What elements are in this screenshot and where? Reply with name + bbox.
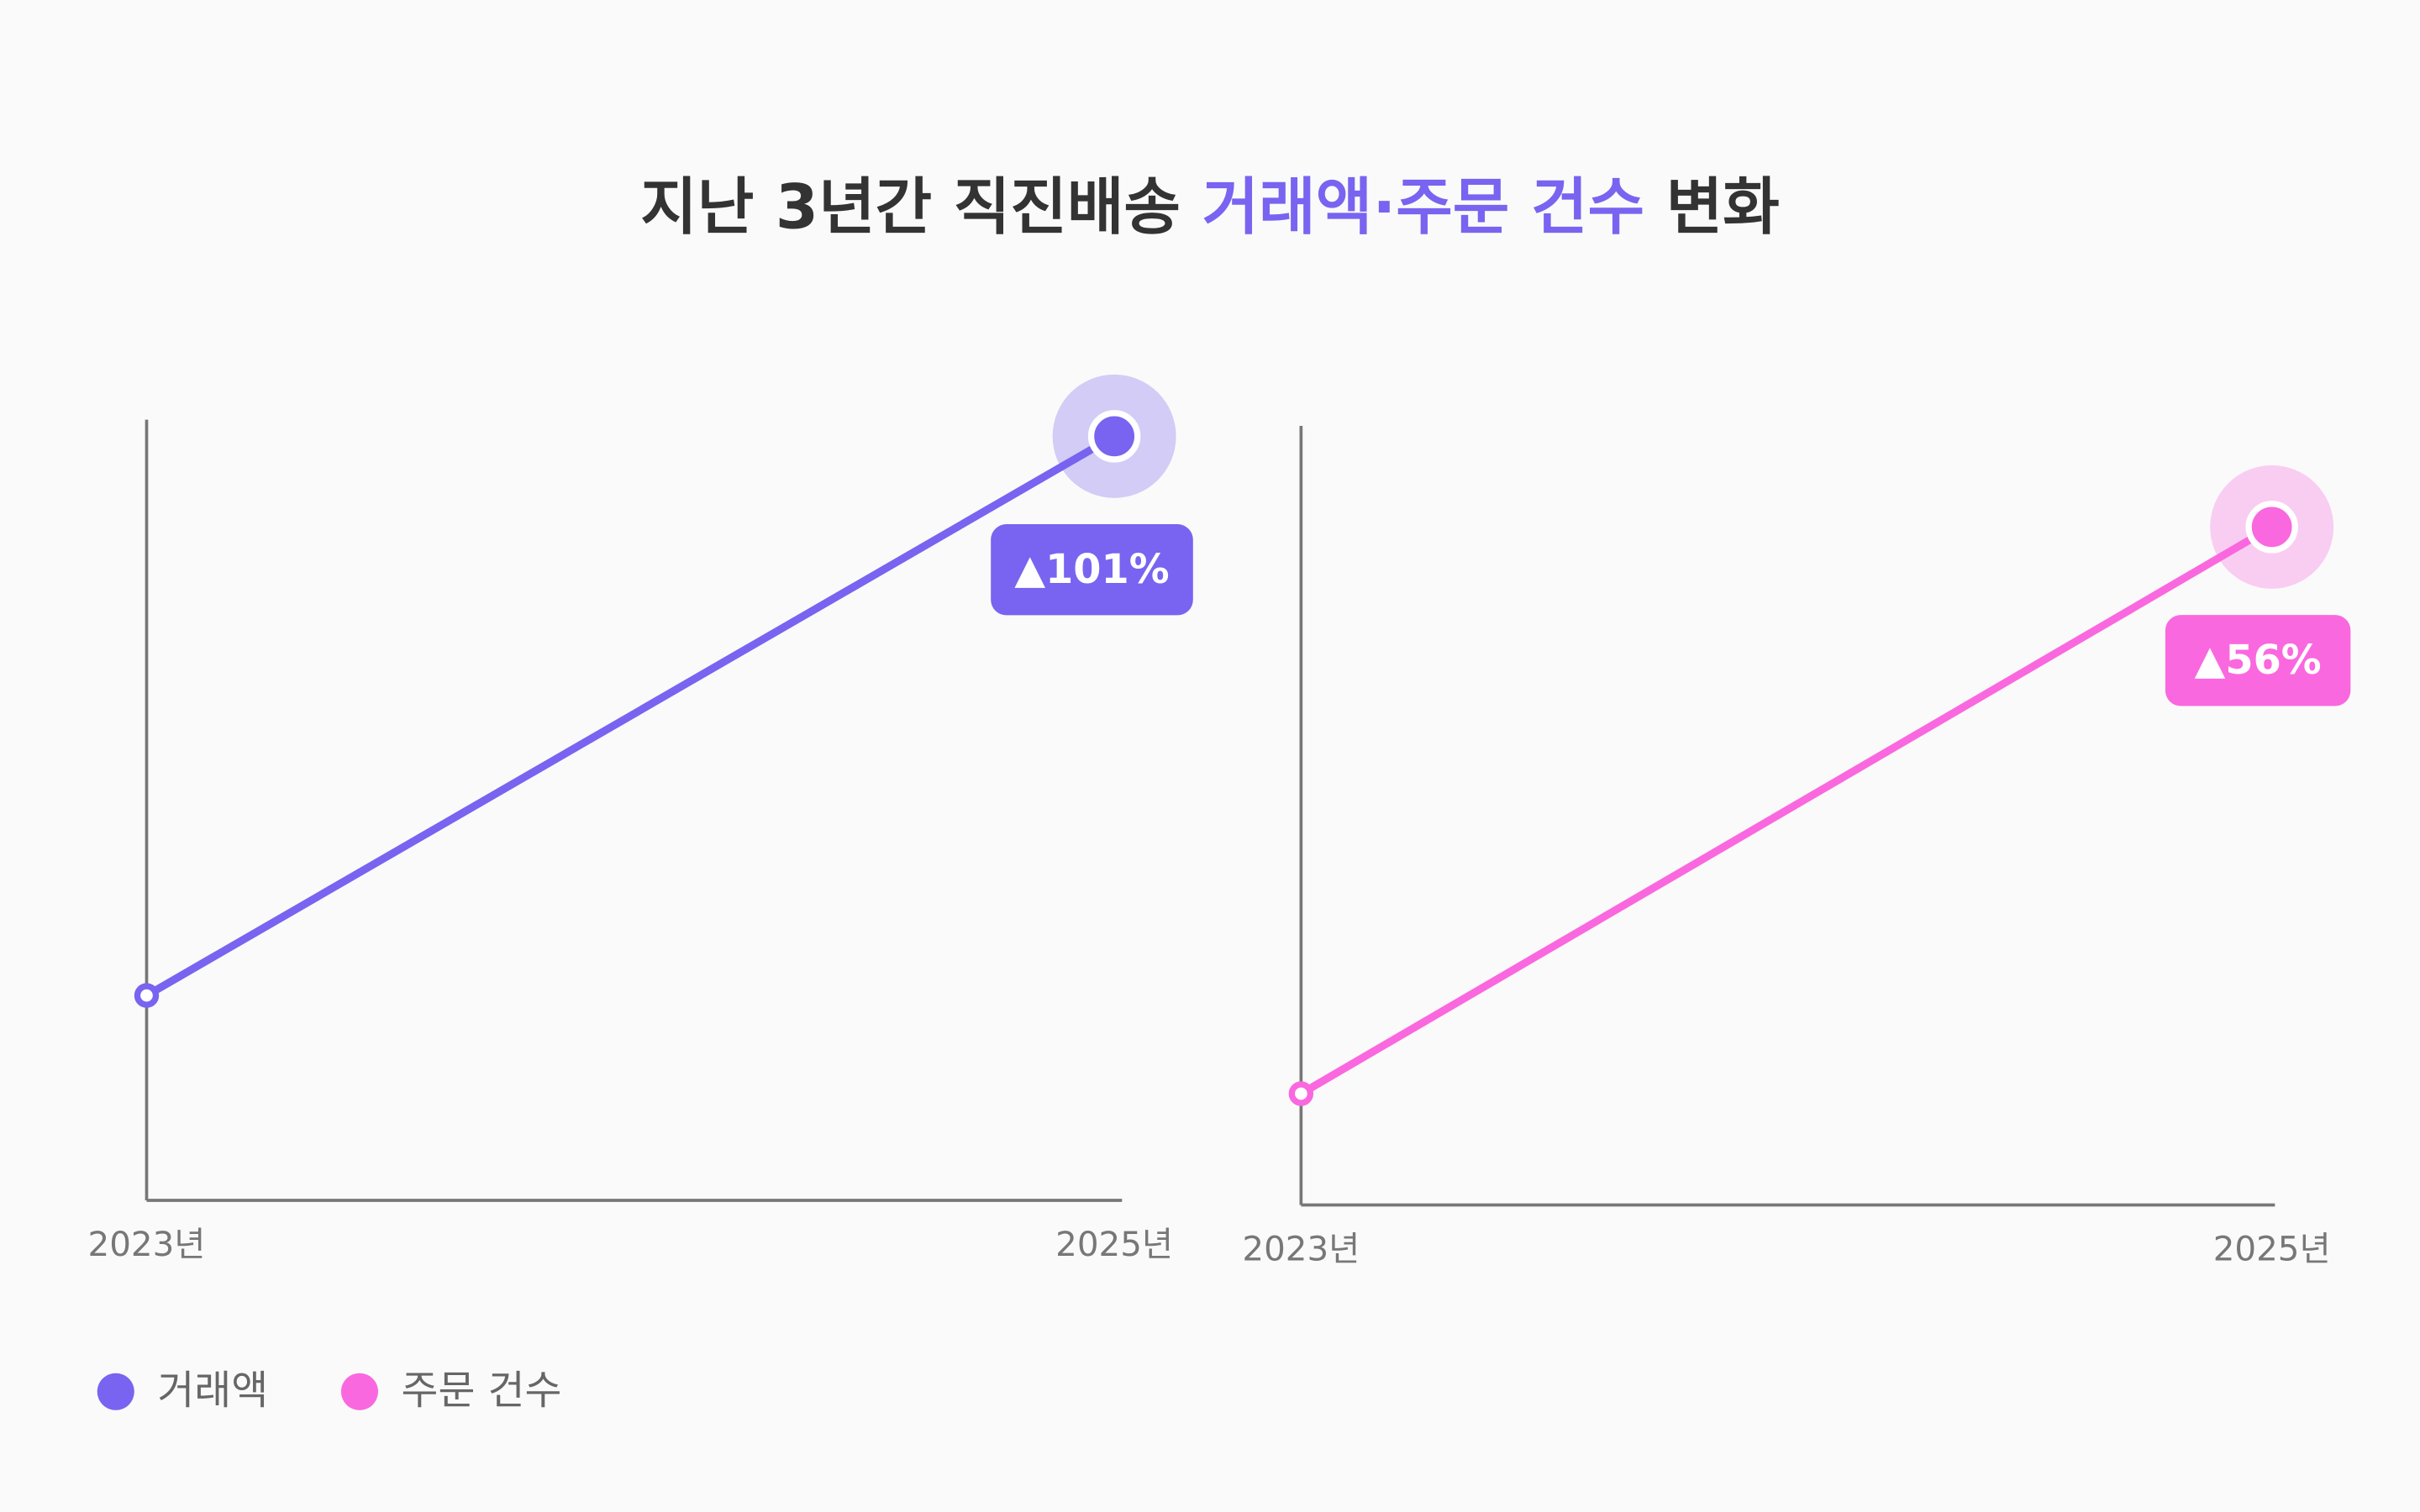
title-part: 거래액·주문 건수 xyxy=(1202,172,1645,244)
annotation-box xyxy=(991,524,1193,616)
point xyxy=(2245,501,2298,554)
annotation: ▲101% xyxy=(1014,547,1169,593)
point xyxy=(1288,1081,1314,1106)
title-part: 지난 3년간 직진배송 xyxy=(640,172,1181,244)
x-tick-label: 2023년 xyxy=(1242,1229,1360,1269)
annotation: ▲56% xyxy=(2195,638,2322,684)
legend-label: 거래액 xyxy=(157,1368,268,1415)
line xyxy=(145,433,1117,1000)
title-part: 변화 xyxy=(1666,172,1780,244)
chart-title: 지난 3년간 직진배송 거래액·주문 건수 변화 xyxy=(640,172,1780,244)
point xyxy=(1087,410,1141,463)
annotation-box xyxy=(2165,615,2351,706)
line xyxy=(1299,523,2274,1097)
point xyxy=(134,983,160,1008)
legend-label: 주문 건수 xyxy=(402,1368,562,1415)
x-tick-label: 2025년 xyxy=(2213,1229,2331,1269)
legend-swatch xyxy=(97,1373,134,1410)
x-tick-label: 2023년 xyxy=(88,1224,206,1264)
x-tick-label: 2025년 xyxy=(1055,1224,1173,1264)
legend-swatch xyxy=(340,1373,378,1410)
